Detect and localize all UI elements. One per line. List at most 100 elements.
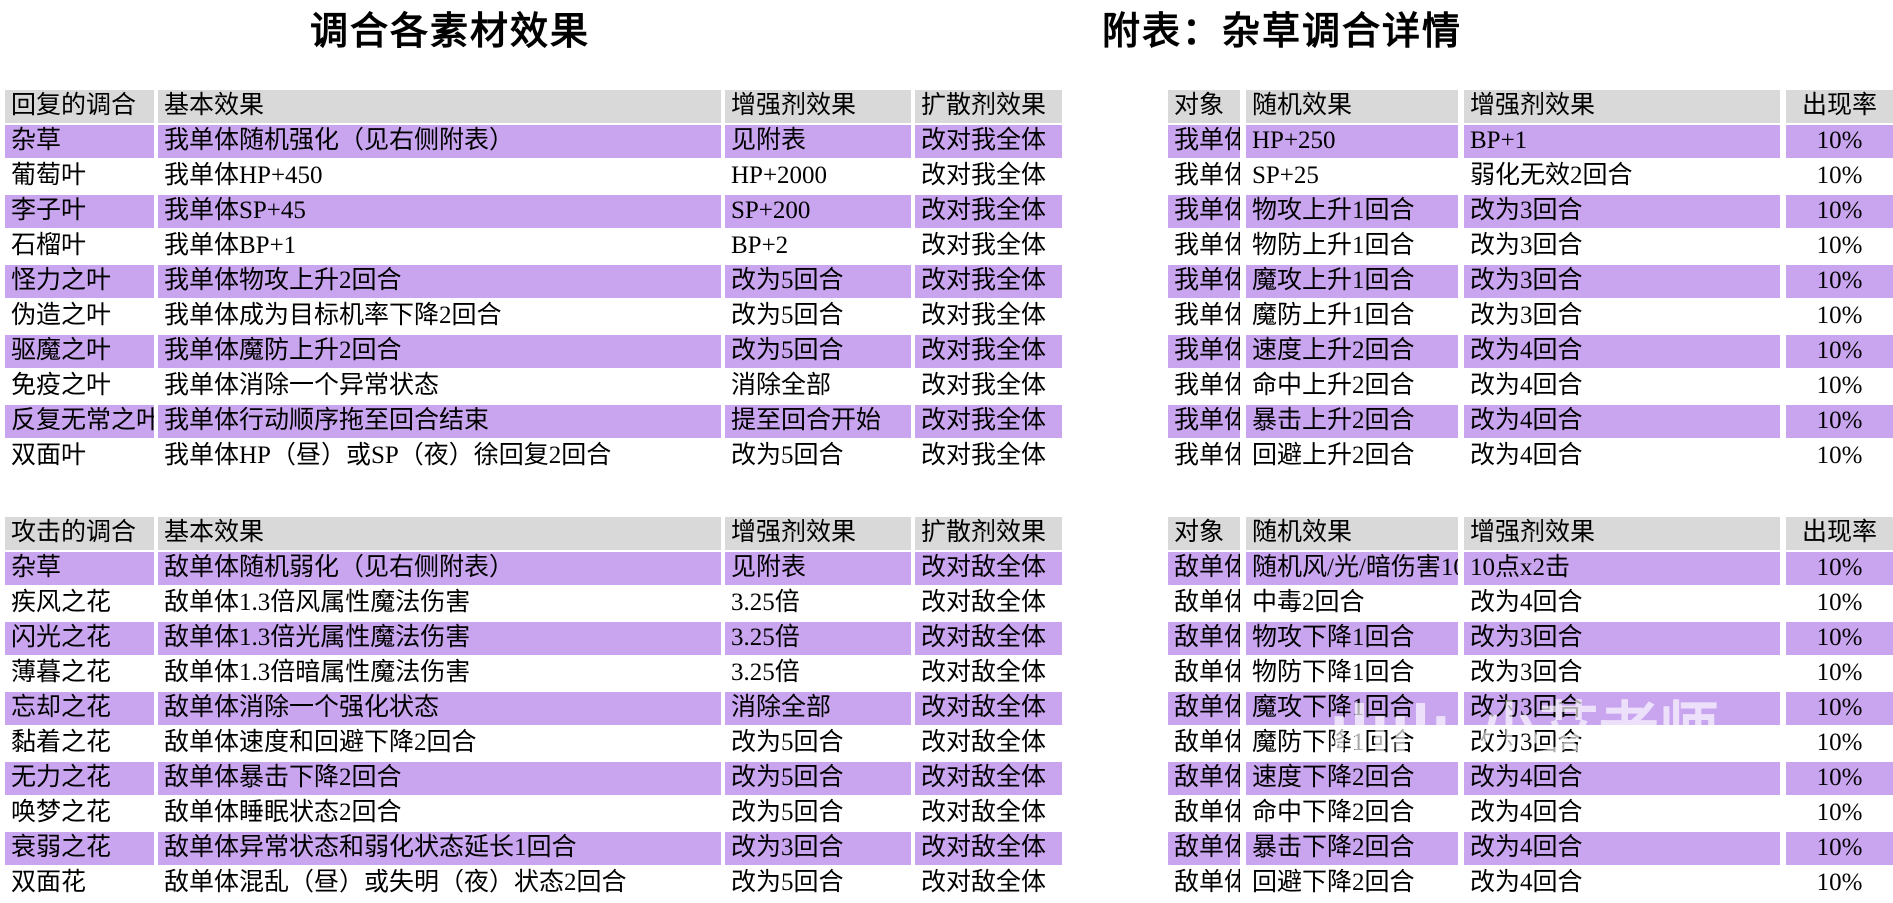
table-cell: SP+200	[725, 195, 911, 230]
table-cell: 改对我全体	[915, 335, 1062, 370]
table-cell: 改对我全体	[915, 125, 1062, 160]
header-cell: 随机效果	[1246, 517, 1458, 552]
table-cell: 敌单体	[1168, 622, 1240, 657]
table-cell: 改对敌全体	[915, 622, 1062, 657]
table-cell: 改为3回合	[1464, 265, 1780, 300]
table-cell: 改为5回合	[725, 797, 911, 832]
table-cell: 改为5回合	[725, 727, 911, 762]
table-cell: 改对我全体	[915, 195, 1062, 230]
header-cell: 基本效果	[158, 90, 721, 125]
table-cell: 改为3回合	[1464, 657, 1780, 692]
weed-ally-detail-table: 对象随机效果增强剂效果出现率我单体HP+250BP+110%我单体SP+25弱化…	[1168, 90, 1893, 475]
table-cell: 消除全部	[725, 692, 911, 727]
table-cell: 改为3回合	[1464, 692, 1780, 727]
table-cell: 改为5回合	[725, 265, 911, 300]
table-cell: 敌单体1.3倍光属性魔法伤害	[158, 622, 721, 657]
table-cell: 双面花	[5, 867, 154, 902]
header-cell: 增强剂效果	[1464, 90, 1780, 125]
table-cell: 敌单体	[1168, 727, 1240, 762]
table-cell: 唤梦之花	[5, 797, 154, 832]
table-cell: 改对我全体	[915, 370, 1062, 405]
left-section-title: 调合各素材效果	[309, 11, 590, 53]
table-cell: 敌单体速度和回避下降2回合	[158, 727, 721, 762]
table-cell: 10%	[1786, 160, 1893, 195]
table-cell: 魔防下降1回合	[1246, 727, 1458, 762]
table-cell: 见附表	[725, 125, 911, 160]
table-cell: 10%	[1786, 727, 1893, 762]
table-cell: 改为4回合	[1464, 405, 1780, 440]
table-cell: 10%	[1786, 692, 1893, 727]
table-cell: 敌单体	[1168, 692, 1240, 727]
table-cell: 改为5回合	[725, 867, 911, 902]
table-cell: 忘却之花	[5, 692, 154, 727]
header-cell: 回复的调合	[5, 90, 154, 125]
header-cell: 扩散剂效果	[915, 517, 1062, 552]
table-cell: 反复无常之叶	[5, 405, 154, 440]
table-cell: 改为5回合	[725, 300, 911, 335]
table-cell: 速度下降2回合	[1246, 762, 1458, 797]
table-cell: 我单体SP+45	[158, 195, 721, 230]
table-cell: SP+25	[1246, 160, 1458, 195]
table-cell: 魔防上升1回合	[1246, 300, 1458, 335]
header-cell: 增强剂效果	[1464, 517, 1780, 552]
table-cell: 驱魔之叶	[5, 335, 154, 370]
table-cell: 10%	[1786, 300, 1893, 335]
table-cell: 敌单体随机弱化（见右侧附表）	[158, 552, 721, 587]
table-cell: 敌单体	[1168, 867, 1240, 902]
table-cell: 物攻下降1回合	[1246, 622, 1458, 657]
table-cell: 闪光之花	[5, 622, 154, 657]
table-cell: 敌单体1.3倍暗属性魔法伤害	[158, 657, 721, 692]
table-cell: 我单体	[1168, 265, 1240, 300]
table-cell: 改为4回合	[1464, 867, 1780, 902]
table-cell: 我单体魔防上升2回合	[158, 335, 721, 370]
table-cell: 改为3回合	[1464, 622, 1780, 657]
table-cell: 回避上升2回合	[1246, 440, 1458, 475]
table-cell: 消除全部	[725, 370, 911, 405]
table-cell: 随机风/光/暗伤害10点	[1246, 552, 1458, 587]
table-cell: 3.25倍	[725, 587, 911, 622]
table-cell: 见附表	[725, 552, 911, 587]
table-cell: 改为4回合	[1464, 587, 1780, 622]
table-cell: 改为4回合	[1464, 832, 1780, 867]
table-cell: 提至回合开始	[725, 405, 911, 440]
table-cell: 改为3回合	[725, 832, 911, 867]
table-cell: 我单体	[1168, 335, 1240, 370]
table-cell: 改为3回合	[1464, 300, 1780, 335]
table-cell: 10%	[1786, 552, 1893, 587]
recovery-blend-table: 回复的调合 基本效果 增强剂效果 扩散剂效果 杂草 我单体随机强化（见右侧附表） 见附表 改对…	[5, 90, 1062, 475]
table-cell: 我单体物攻上升2回合	[158, 265, 721, 300]
attack-blend-table: 攻击的调合 基本效果 增强剂效果 扩散剂效果 杂草 敌单体随机弱化（见右侧附表） 见附表 改对…	[5, 517, 1062, 902]
table-cell: 敌单体混乱（昼）或失明（夜）状态2回合	[158, 867, 721, 902]
table-cell: 双面叶	[5, 440, 154, 475]
weed-enemy-detail-table: 对象随机效果增强剂效果出现率敌单体随机风/光/暗伤害10点10点x2击10%敌单…	[1168, 517, 1893, 902]
table-cell: 10%	[1786, 370, 1893, 405]
table-cell: 改为4回合	[1464, 797, 1780, 832]
table-cell: 暴击下降2回合	[1246, 832, 1458, 867]
header-cell: 随机效果	[1246, 90, 1458, 125]
table-cell: 改对我全体	[915, 405, 1062, 440]
table-cell: 我单体随机强化（见右侧附表）	[158, 125, 721, 160]
table-cell: 10点x2击	[1464, 552, 1780, 587]
table-cell: 改对敌全体	[915, 552, 1062, 587]
table-cell: 敌单体	[1168, 797, 1240, 832]
table-cell: 10%	[1786, 230, 1893, 265]
table-cell: 10%	[1786, 797, 1893, 832]
table-cell: 我单体	[1168, 125, 1240, 160]
table-cell: 魔攻上升1回合	[1246, 265, 1458, 300]
table-cell: 改为4回合	[1464, 335, 1780, 370]
table-cell: 疾风之花	[5, 587, 154, 622]
table-cell: 我单体	[1168, 405, 1240, 440]
table-cell: 10%	[1786, 195, 1893, 230]
table-cell: 物防下降1回合	[1246, 657, 1458, 692]
table-cell: 敌单体异常状态和弱化状态延长1回合	[158, 832, 721, 867]
table-cell: 10%	[1786, 657, 1893, 692]
table-cell: 李子叶	[5, 195, 154, 230]
table-cell: 10%	[1786, 265, 1893, 300]
table-cell: 改为4回合	[1464, 762, 1780, 797]
header-cell: 扩散剂效果	[915, 90, 1062, 125]
table-cell: 我单体	[1168, 300, 1240, 335]
table-cell: 改对我全体	[915, 300, 1062, 335]
table-cell: 10%	[1786, 762, 1893, 797]
header-cell: 对象	[1168, 517, 1240, 552]
table-cell: HP+2000	[725, 160, 911, 195]
